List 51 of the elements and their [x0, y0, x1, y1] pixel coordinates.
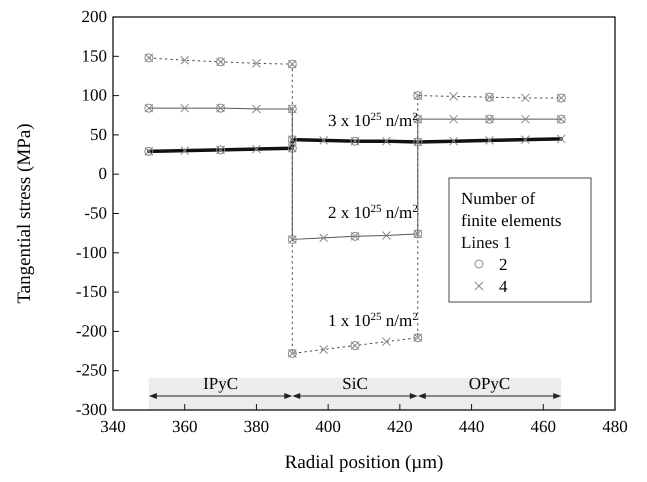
point	[382, 337, 391, 346]
point	[449, 136, 458, 146]
point	[449, 114, 458, 124]
point	[319, 233, 328, 242]
y-tick-label: 0	[98, 164, 107, 184]
y-tick-label: 200	[82, 7, 107, 26]
legend-label: 4	[499, 277, 508, 296]
x-tick-label: 380	[244, 417, 270, 436]
y-tick-label: -50	[84, 204, 107, 222]
point	[520, 114, 530, 124]
y-tick-label: -100	[76, 242, 107, 262]
point	[520, 135, 530, 144]
point	[382, 136, 391, 146]
point	[252, 58, 261, 68]
point	[180, 146, 190, 156]
point	[252, 144, 261, 154]
y-tick-label: 50	[90, 124, 107, 144]
band-label: OPyC	[468, 374, 510, 393]
x-tick-label: 400	[315, 417, 341, 436]
point	[520, 93, 530, 102]
point	[556, 134, 566, 144]
y-tick-label: 150	[82, 46, 107, 66]
legend-label: 2	[499, 255, 508, 274]
x-tick-label: 460	[530, 417, 556, 436]
text: Lines 1	[461, 233, 512, 252]
point	[485, 136, 494, 145]
point	[382, 231, 391, 240]
point	[180, 104, 190, 113]
x-tick-label: 360	[172, 417, 198, 436]
y-tick-label: -150	[76, 282, 107, 302]
annotation: 3 x 10$^{25}$ n/m$^{2}$	[328, 111, 418, 130]
point	[449, 92, 458, 101]
point	[180, 56, 190, 65]
y-tick-label: -250	[76, 360, 107, 380]
x-axis-title: Radial position (µm)	[284, 452, 444, 473]
annotation: 2 x 10$^{25}$ n/m$^{2}$	[328, 203, 418, 222]
x-tick-label: 340	[100, 417, 126, 436]
x-tick-label: 440	[458, 417, 484, 436]
y-axis-title: Tangential stress (MPa)	[14, 123, 35, 304]
legend-title: Number of finite elements	[461, 189, 562, 230]
y-tick-label: 100	[82, 86, 107, 105]
band-label: IPyC	[203, 374, 238, 393]
point	[319, 344, 328, 354]
point	[252, 104, 261, 114]
band-label: SiC	[342, 374, 368, 393]
x-tick-label: 420	[387, 417, 413, 436]
annotation: 1 x 10$^{25}$ n/m$^{2}$	[328, 311, 418, 330]
y-tick-label: -200	[76, 321, 107, 340]
x-tick-label: 480	[602, 417, 628, 436]
y-tick-label: -300	[76, 400, 107, 419]
point	[319, 136, 328, 145]
